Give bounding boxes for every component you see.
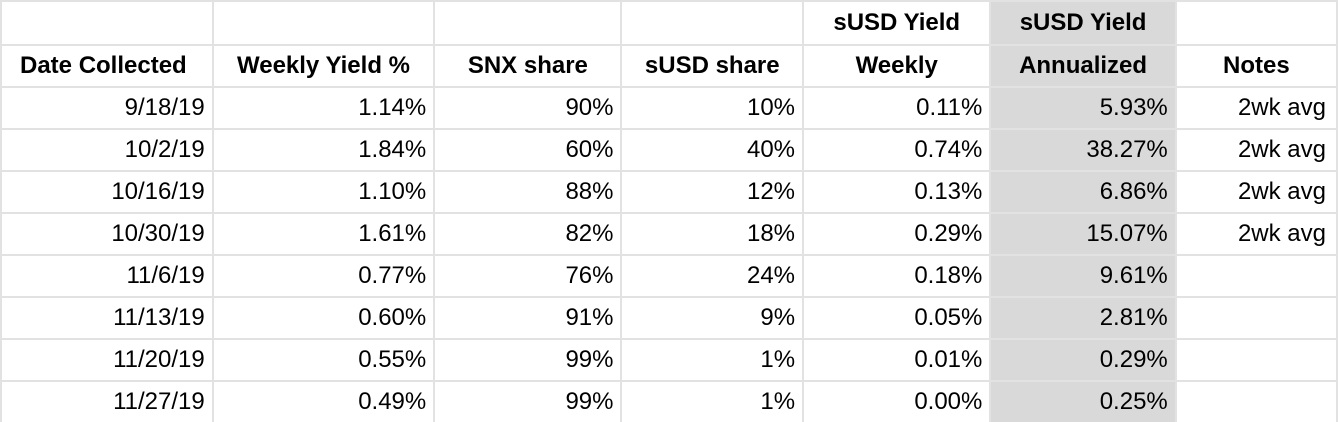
snx-share-cell[interactable]: 99% bbox=[433, 338, 623, 382]
notes-cell[interactable] bbox=[1174, 380, 1338, 422]
date-cell[interactable]: 11/13/19 bbox=[0, 296, 214, 340]
susd-weekly-cell[interactable]: 0.29% bbox=[802, 212, 992, 256]
header-cell[interactable] bbox=[211, 0, 436, 46]
header-annualized[interactable]: Annualized bbox=[989, 44, 1177, 88]
weekly-yield-cell[interactable]: 0.55% bbox=[211, 338, 436, 382]
header-susd-share[interactable]: sUSD share bbox=[620, 44, 805, 88]
header-row-top: sUSD Yield sUSD Yield bbox=[0, 0, 1338, 46]
susd-weekly-cell[interactable]: 0.18% bbox=[802, 254, 992, 298]
weekly-yield-cell[interactable]: 1.14% bbox=[211, 86, 436, 130]
notes-cell[interactable]: 2wk avg bbox=[1174, 170, 1338, 214]
date-cell[interactable]: 11/27/19 bbox=[0, 380, 214, 422]
table-row: 10/2/19 1.84% 60% 40% 0.74% 38.27% 2wk a… bbox=[0, 128, 1338, 172]
susd-share-cell[interactable]: 1% bbox=[620, 380, 805, 422]
date-cell[interactable]: 10/30/19 bbox=[0, 212, 214, 256]
header-weekly-yield[interactable]: Weekly Yield % bbox=[211, 44, 436, 88]
susd-annualized-cell[interactable]: 2.81% bbox=[989, 296, 1177, 340]
snx-share-cell[interactable]: 76% bbox=[433, 254, 623, 298]
susd-annualized-cell[interactable]: 15.07% bbox=[989, 212, 1177, 256]
table-row: 10/30/19 1.61% 82% 18% 0.29% 15.07% 2wk … bbox=[0, 212, 1338, 256]
table-row: 11/13/19 0.60% 91% 9% 0.05% 2.81% bbox=[0, 296, 1338, 340]
weekly-yield-cell[interactable]: 1.84% bbox=[211, 128, 436, 172]
susd-annualized-cell[interactable]: 38.27% bbox=[989, 128, 1177, 172]
susd-share-cell[interactable]: 12% bbox=[620, 170, 805, 214]
susd-weekly-cell[interactable]: 0.00% bbox=[802, 380, 992, 422]
notes-cell[interactable] bbox=[1174, 296, 1338, 340]
header-cell[interactable] bbox=[620, 0, 805, 46]
header-cell-susd-yield[interactable]: sUSD Yield bbox=[802, 0, 992, 46]
susd-weekly-cell[interactable]: 0.74% bbox=[802, 128, 992, 172]
snx-share-cell[interactable]: 82% bbox=[433, 212, 623, 256]
table-row: 11/6/19 0.77% 76% 24% 0.18% 9.61% bbox=[0, 254, 1338, 298]
weekly-yield-cell[interactable]: 1.10% bbox=[211, 170, 436, 214]
snx-share-cell[interactable]: 99% bbox=[433, 380, 623, 422]
header-cell[interactable] bbox=[0, 0, 214, 46]
weekly-yield-cell[interactable]: 0.77% bbox=[211, 254, 436, 298]
susd-share-cell[interactable]: 10% bbox=[620, 86, 805, 130]
notes-cell[interactable]: 2wk avg bbox=[1174, 86, 1338, 130]
header-cell-susd-yield-annualized[interactable]: sUSD Yield bbox=[989, 0, 1177, 46]
susd-annualized-cell[interactable]: 0.29% bbox=[989, 338, 1177, 382]
susd-annualized-cell[interactable]: 6.86% bbox=[989, 170, 1177, 214]
susd-weekly-cell[interactable]: 0.05% bbox=[802, 296, 992, 340]
date-cell[interactable]: 11/20/19 bbox=[0, 338, 214, 382]
header-snx-share[interactable]: SNX share bbox=[433, 44, 623, 88]
date-cell[interactable]: 10/2/19 bbox=[0, 128, 214, 172]
snx-share-cell[interactable]: 88% bbox=[433, 170, 623, 214]
header-date-collected[interactable]: Date Collected bbox=[0, 44, 214, 88]
weekly-yield-cell[interactable]: 0.60% bbox=[211, 296, 436, 340]
susd-annualized-cell[interactable]: 0.25% bbox=[989, 380, 1177, 422]
susd-share-cell[interactable]: 1% bbox=[620, 338, 805, 382]
susd-share-cell[interactable]: 40% bbox=[620, 128, 805, 172]
date-cell[interactable]: 10/16/19 bbox=[0, 170, 214, 214]
notes-cell[interactable] bbox=[1174, 338, 1338, 382]
notes-cell[interactable]: 2wk avg bbox=[1174, 212, 1338, 256]
snx-share-cell[interactable]: 91% bbox=[433, 296, 623, 340]
susd-annualized-cell[interactable]: 9.61% bbox=[989, 254, 1177, 298]
snx-share-cell[interactable]: 90% bbox=[433, 86, 623, 130]
table-row: 10/16/19 1.10% 88% 12% 0.13% 6.86% 2wk a… bbox=[0, 170, 1338, 214]
notes-cell[interactable]: 2wk avg bbox=[1174, 128, 1338, 172]
table-row: 11/27/19 0.49% 99% 1% 0.00% 0.25% bbox=[0, 380, 1338, 422]
header-notes[interactable]: Notes bbox=[1174, 44, 1338, 88]
header-weekly[interactable]: Weekly bbox=[802, 44, 992, 88]
table-row: 11/20/19 0.55% 99% 1% 0.01% 0.29% bbox=[0, 338, 1338, 382]
susd-weekly-cell[interactable]: 0.13% bbox=[802, 170, 992, 214]
snx-share-cell[interactable]: 60% bbox=[433, 128, 623, 172]
susd-share-cell[interactable]: 18% bbox=[620, 212, 805, 256]
header-cell[interactable] bbox=[433, 0, 623, 46]
notes-cell[interactable] bbox=[1174, 254, 1338, 298]
susd-share-cell[interactable]: 24% bbox=[620, 254, 805, 298]
weekly-yield-cell[interactable]: 0.49% bbox=[211, 380, 436, 422]
header-cell[interactable] bbox=[1174, 0, 1338, 46]
date-cell[interactable]: 11/6/19 bbox=[0, 254, 214, 298]
date-cell[interactable]: 9/18/19 bbox=[0, 86, 214, 130]
weekly-yield-cell[interactable]: 1.61% bbox=[211, 212, 436, 256]
susd-annualized-cell[interactable]: 5.93% bbox=[989, 86, 1177, 130]
susd-weekly-cell[interactable]: 0.01% bbox=[802, 338, 992, 382]
susd-share-cell[interactable]: 9% bbox=[620, 296, 805, 340]
table-row: 9/18/19 1.14% 90% 10% 0.11% 5.93% 2wk av… bbox=[0, 86, 1338, 130]
header-row-bottom: Date Collected Weekly Yield % SNX share … bbox=[0, 44, 1338, 88]
susd-weekly-cell[interactable]: 0.11% bbox=[802, 86, 992, 130]
